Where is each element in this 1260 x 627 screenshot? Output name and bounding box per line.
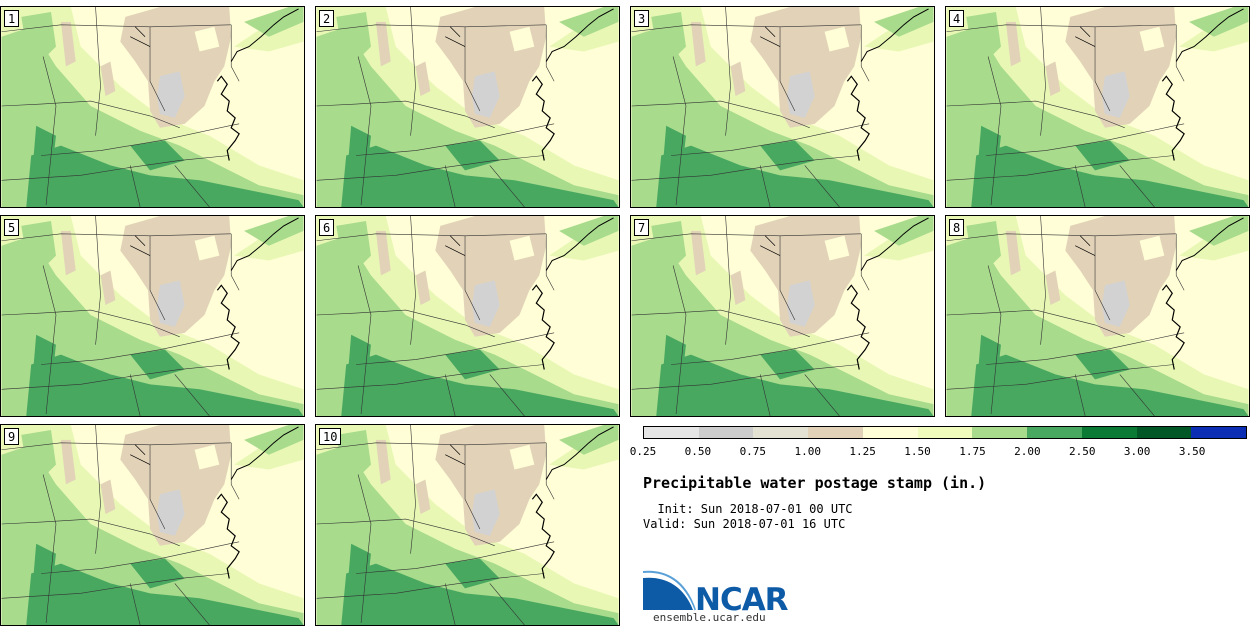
member-label: 5: [4, 219, 20, 236]
colorbar-segment: [753, 427, 809, 438]
colorbar-tick-label: 1.75: [959, 445, 986, 458]
precip-map-7: [631, 216, 934, 416]
chart-title: Precipitable water postage stamp (in.): [643, 474, 987, 492]
precip-map-1: [1, 7, 304, 207]
colorbar-segment: [1081, 427, 1137, 438]
colorbar-segment: [917, 427, 973, 438]
colorbar-segment: [1027, 427, 1082, 438]
valid-time: Valid: Sun 2018-07-01 16 UTC: [643, 517, 846, 531]
stamp-panel-8: 8: [945, 215, 1250, 417]
precip-map-3: [631, 7, 934, 207]
colorbar-segment: [698, 427, 754, 438]
precip-map-6: [316, 216, 619, 416]
colorbar-tick-label: 0.75: [739, 445, 767, 458]
colorbar-tick-label: 0.25: [629, 445, 657, 458]
init-time: Init: Sun 2018-07-01 00 UTC: [643, 502, 853, 516]
stamp-panel-7: 7: [630, 215, 935, 417]
stamp-panel-1: 1: [0, 6, 305, 208]
member-label: 8: [949, 219, 965, 236]
member-label: 2: [319, 10, 335, 27]
stamp-panel-2: 2: [315, 6, 620, 208]
colorbar-segment: [1191, 427, 1247, 438]
colorbar-segment: [1136, 427, 1192, 438]
colorbar: [643, 426, 1247, 439]
stamp-panel-6: 6: [315, 215, 620, 417]
precip-map-10: [316, 425, 619, 625]
stamp-panel-5: 5: [0, 215, 305, 417]
colorbar-tick-label: 1.00: [794, 445, 821, 458]
colorbar-segment: [644, 427, 699, 438]
member-label: 9: [4, 428, 20, 445]
member-label: 7: [634, 219, 650, 236]
member-label: 1: [4, 10, 20, 27]
stamp-panel-3: 3: [630, 6, 935, 208]
colorbar-tick-label: 2.00: [1014, 445, 1041, 458]
colorbar-tick-label: 0.50: [684, 445, 712, 458]
logo-text: NCAR: [695, 582, 789, 618]
precip-map-8: [946, 216, 1249, 416]
ncar-logo-icon: [643, 570, 696, 611]
member-label: 10: [319, 428, 342, 445]
precip-map-2: [316, 7, 619, 207]
colorbar-tick-label: 1.25: [849, 445, 876, 458]
colorbar-tick-label: 3.00: [1123, 445, 1151, 458]
member-label: 3: [634, 10, 650, 27]
stamp-panel-9: 9: [0, 424, 305, 626]
colorbar-segment: [972, 427, 1028, 438]
member-label: 6: [319, 219, 335, 236]
precip-map-4: [946, 7, 1249, 207]
member-label: 4: [949, 10, 965, 27]
stamp-panel-10: 10: [315, 424, 620, 626]
colorbar-tick-label: 3.50: [1178, 445, 1206, 458]
colorbar-segment: [808, 427, 863, 438]
logo-url: ensemble.ucar.edu: [653, 611, 766, 624]
colorbar-tick-label: 1.50: [904, 445, 931, 458]
precip-map-9: [1, 425, 304, 625]
stamp-panel-4: 4: [945, 6, 1250, 208]
colorbar-tick-label: 2.50: [1069, 445, 1096, 458]
colorbar-segment: [862, 427, 918, 438]
precip-map-5: [1, 216, 304, 416]
